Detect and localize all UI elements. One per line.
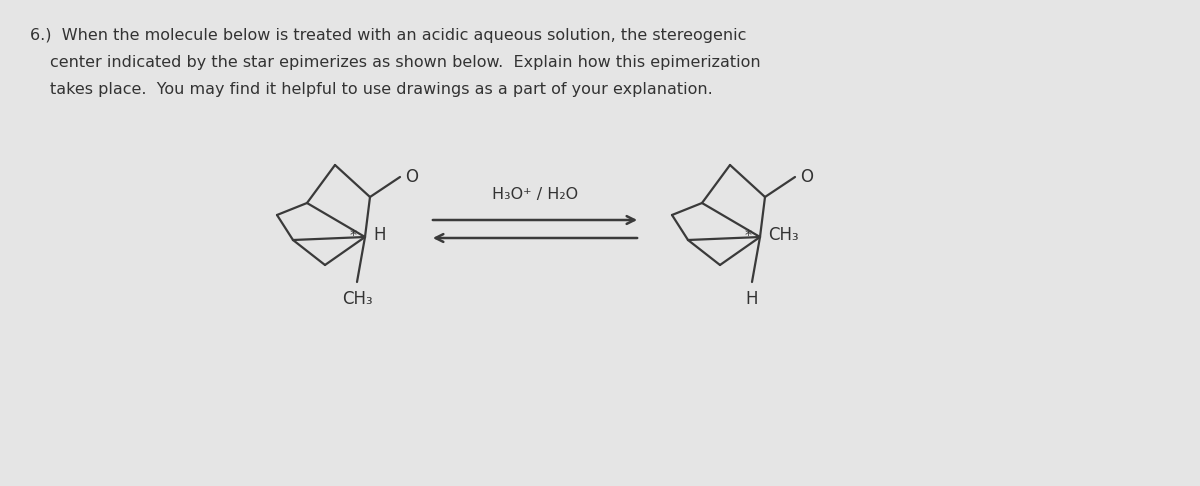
Text: CH₃: CH₃ [768,226,799,244]
Text: H: H [745,290,758,308]
Text: *: * [744,228,751,242]
Text: takes place.  You may find it helpful to use drawings as a part of your explanat: takes place. You may find it helpful to … [50,82,713,97]
Text: O: O [406,168,418,186]
Text: H₃O⁺ / H₂O: H₃O⁺ / H₂O [492,187,578,202]
Text: 6.)  When the molecule below is treated with an acidic aqueous solution, the ste: 6.) When the molecule below is treated w… [30,28,746,43]
Text: center indicated by the star epimerizes as shown below.  Explain how this epimer: center indicated by the star epimerizes … [50,55,761,70]
Text: O: O [800,168,814,186]
Text: H: H [373,226,385,244]
Text: CH₃: CH₃ [342,290,372,308]
Text: *: * [349,228,356,242]
